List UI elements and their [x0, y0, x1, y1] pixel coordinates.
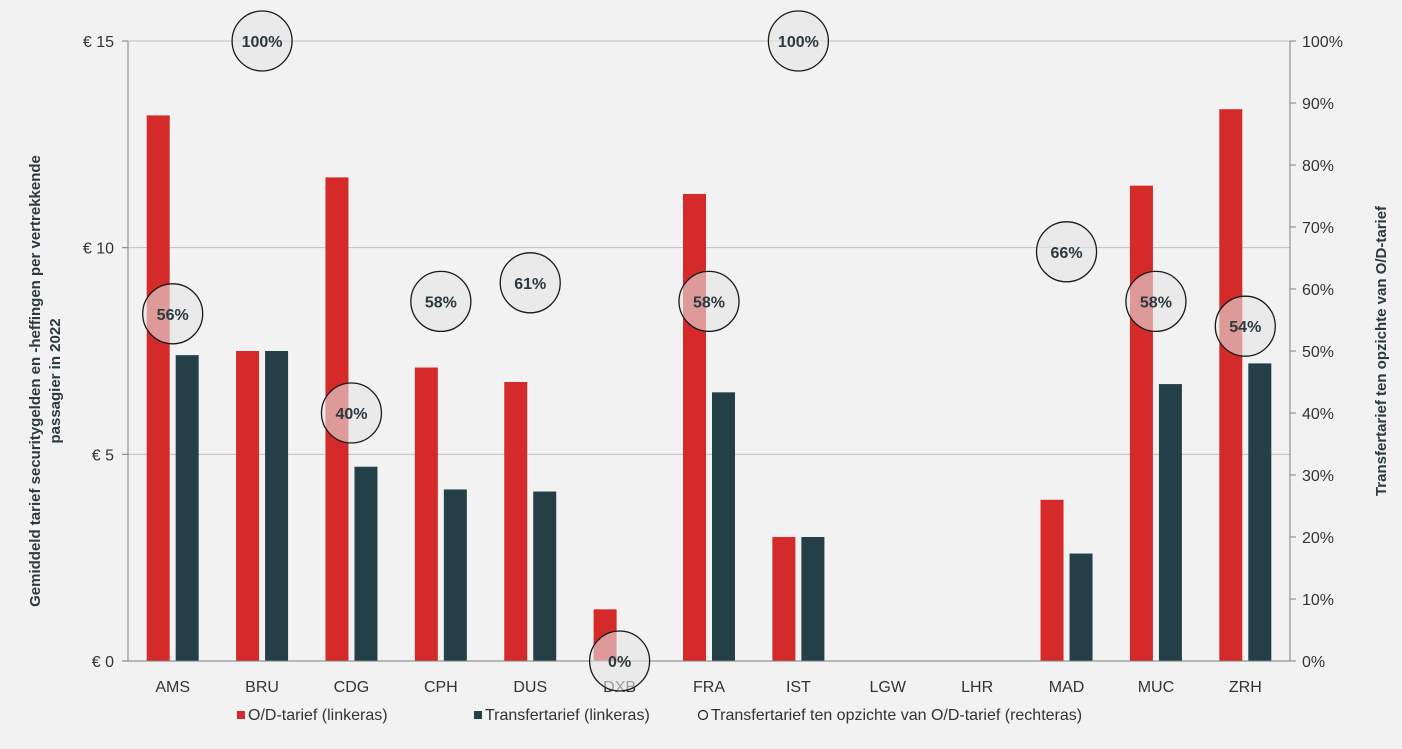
category-label: ZRH — [1229, 679, 1262, 696]
bar-od-zrh — [1219, 109, 1243, 661]
bar-od-mad — [1040, 499, 1064, 661]
right-tick-label: 70% — [1302, 220, 1334, 237]
bar-od-bru — [236, 351, 260, 661]
bar-od-ist — [772, 537, 796, 661]
ratio-marker-zrh — [1214, 295, 1276, 357]
gridlines — [128, 40, 1290, 455]
ratio-data-label: 100% — [242, 34, 283, 51]
right-axis-title: Transfertarief ten opzichte van O/D-tari… — [1373, 205, 1390, 496]
bar-od-fra — [683, 193, 706, 661]
bar-transfer-bru — [265, 351, 289, 661]
bars — [146, 109, 1272, 661]
ratio-data-label: 58% — [1140, 294, 1172, 311]
ratio-data-label: 61% — [514, 276, 546, 293]
ratio-marker-dxb — [588, 630, 651, 692]
bar-od-ams — [146, 115, 170, 661]
category-label: IST — [786, 679, 811, 696]
right-tick-label: 80% — [1302, 158, 1334, 175]
bar-transfer-muc — [1158, 384, 1182, 661]
right-tick-label: 0% — [1302, 654, 1325, 671]
legend-swatch-ratio — [697, 709, 709, 721]
ratio-marker-bru — [231, 10, 293, 72]
right-tick-label: 90% — [1302, 96, 1334, 113]
bar-transfer-ams — [175, 355, 199, 661]
legend-label-transfer: Transfertarief (linkeras) — [485, 707, 650, 724]
category-label: LHR — [961, 679, 993, 696]
category-label: CPH — [424, 679, 458, 696]
axes: € 0 € 5 € 10 € 15 0% 10% 20% 30% 40% 50% 60% 70% 80%… — [27, 34, 1390, 696]
category-label: AMS — [155, 679, 190, 696]
legend-label-ratio: Transfertarief ten opzichte van O/D-tari… — [711, 707, 1082, 724]
right-tick-label: 40% — [1302, 406, 1334, 423]
right-tick-label: 60% — [1302, 282, 1334, 299]
category-label: MAD — [1049, 679, 1085, 696]
bar-od-cph — [414, 367, 438, 661]
category-label: FRA — [693, 679, 725, 696]
ratio-marker-cph — [410, 270, 472, 333]
ratio-marker-ams — [142, 283, 204, 345]
ratio-data-label: 58% — [693, 294, 725, 311]
category-label: MUC — [1138, 679, 1174, 696]
ratio-markers: 56% 100% 40% 58% 61% 0% 58% 100% 66% 58% 54% — [142, 10, 1276, 692]
legend-swatch-transfer — [474, 711, 482, 719]
ratio-data-label: 40% — [335, 406, 367, 423]
bar-od-dus — [504, 382, 528, 661]
left-tick-label: € 5 — [92, 447, 114, 464]
ratio-marker-dus — [499, 252, 561, 314]
ratio-marker-mad — [1035, 221, 1098, 283]
category-label: CDG — [334, 679, 370, 696]
ratio-data-label: 56% — [157, 307, 189, 324]
right-tick-label: 50% — [1302, 344, 1334, 361]
bar-transfer-dus — [533, 491, 557, 661]
category-label: BRU — [245, 679, 279, 696]
left-axis-title: Gemiddeld tarief securitygelden en -heff… — [27, 155, 64, 607]
left-tick-label: € 10 — [83, 241, 114, 258]
right-tick-label: 20% — [1302, 530, 1334, 547]
category-label: DUS — [513, 679, 547, 696]
bar-transfer-cdg — [354, 466, 378, 661]
ratio-marker-muc — [1125, 270, 1187, 333]
left-axis-title-line: Gemiddeld tarief securitygelden en -heff… — [27, 155, 44, 607]
left-tick-label: € 15 — [83, 34, 114, 51]
category-label: LGW — [870, 679, 907, 696]
ratio-data-label: 66% — [1051, 245, 1083, 262]
legend-swatch-od — [237, 711, 245, 719]
left-tick-label: € 0 — [92, 654, 114, 671]
bar-transfer-fra — [712, 392, 735, 661]
ratio-data-label: 54% — [1229, 319, 1261, 336]
right-tick-label: 30% — [1302, 468, 1334, 485]
ratio-marker-cdg — [320, 382, 383, 444]
bar-transfer-cph — [443, 489, 467, 661]
right-tick-label: 10% — [1302, 592, 1334, 609]
ratio-data-label: 100% — [778, 34, 819, 51]
bar-transfer-zrh — [1248, 363, 1272, 661]
ratio-data-label: 0% — [608, 654, 631, 671]
ratio-marker-fra — [678, 270, 740, 333]
bar-od-muc — [1129, 185, 1153, 661]
legend: O/D-tarief (linkeras) Transfertarief (lin… — [237, 707, 1082, 724]
legend-label-od: O/D-tarief (linkeras) — [248, 707, 388, 724]
bar-transfer-mad — [1069, 553, 1093, 661]
bar-transfer-ist — [801, 537, 825, 661]
ratio-data-label: 58% — [425, 294, 457, 311]
ratio-marker-ist — [767, 10, 830, 72]
right-tick-label: 100% — [1302, 34, 1343, 51]
left-axis-title-line: passagier in 2022 — [47, 318, 64, 443]
